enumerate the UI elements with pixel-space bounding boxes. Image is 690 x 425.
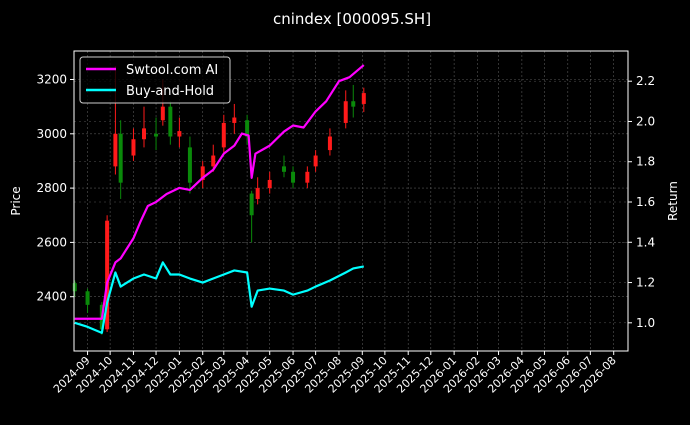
candle-body [245,120,250,137]
candle-body [200,166,205,180]
y-tick-label: 2600 [36,235,67,249]
candle-body [177,131,182,137]
candle-body [85,291,90,305]
y-tick-label: 3200 [36,73,67,87]
series-lines [74,64,365,334]
y-right-tick-label: 2.2 [636,74,655,88]
candle-body [267,179,272,189]
y-right-axis-label: Return [666,181,680,221]
y-tick-label: 3000 [36,127,67,141]
y-right-tick-label: 2.0 [636,114,655,128]
legend-label-strategy: Swtool.com AI [126,63,218,78]
candle-body [105,220,110,330]
y-tick-label: 2400 [36,290,67,304]
buyhold-line [74,261,365,334]
candle-body [160,106,165,121]
y-right-tick-label: 1.8 [636,155,655,169]
candle-body [255,188,260,199]
candle-body [131,139,136,156]
candle-body [142,128,147,140]
candle-body [351,101,356,107]
y-tick-label: 2800 [36,181,67,195]
candle-body [282,166,287,172]
y-axis-label: Price [9,186,23,215]
candle-body [187,147,192,183]
candle-body [221,122,226,148]
y-right-tick-label: 1.6 [636,195,655,209]
candle-body [343,101,348,123]
candle-body [232,117,237,123]
legend-label-buyhold: Buy-and-Hold [126,84,214,99]
legend: Swtool.com AI Buy-and-Hold [79,56,231,104]
candle-body [72,283,77,292]
candle-body [168,106,173,137]
y-right-tick-label: 1.0 [636,316,655,330]
candle-body [327,136,332,151]
candle-body [113,133,118,167]
strategy-line [74,64,365,320]
candles [72,65,366,335]
candle-body [211,155,216,167]
y-right-tick-label: 1.2 [636,276,655,290]
candle-body [313,155,318,167]
y-right-tick-label: 1.4 [636,235,655,249]
candle-body [361,93,366,104]
candle-body [154,133,159,137]
chart-title: cnindex [000095.SH] [273,10,431,28]
candle-body [305,171,310,183]
plot-frame [73,50,629,352]
candle-body [118,133,123,183]
candle-body [249,193,254,216]
candle-body [291,171,296,183]
